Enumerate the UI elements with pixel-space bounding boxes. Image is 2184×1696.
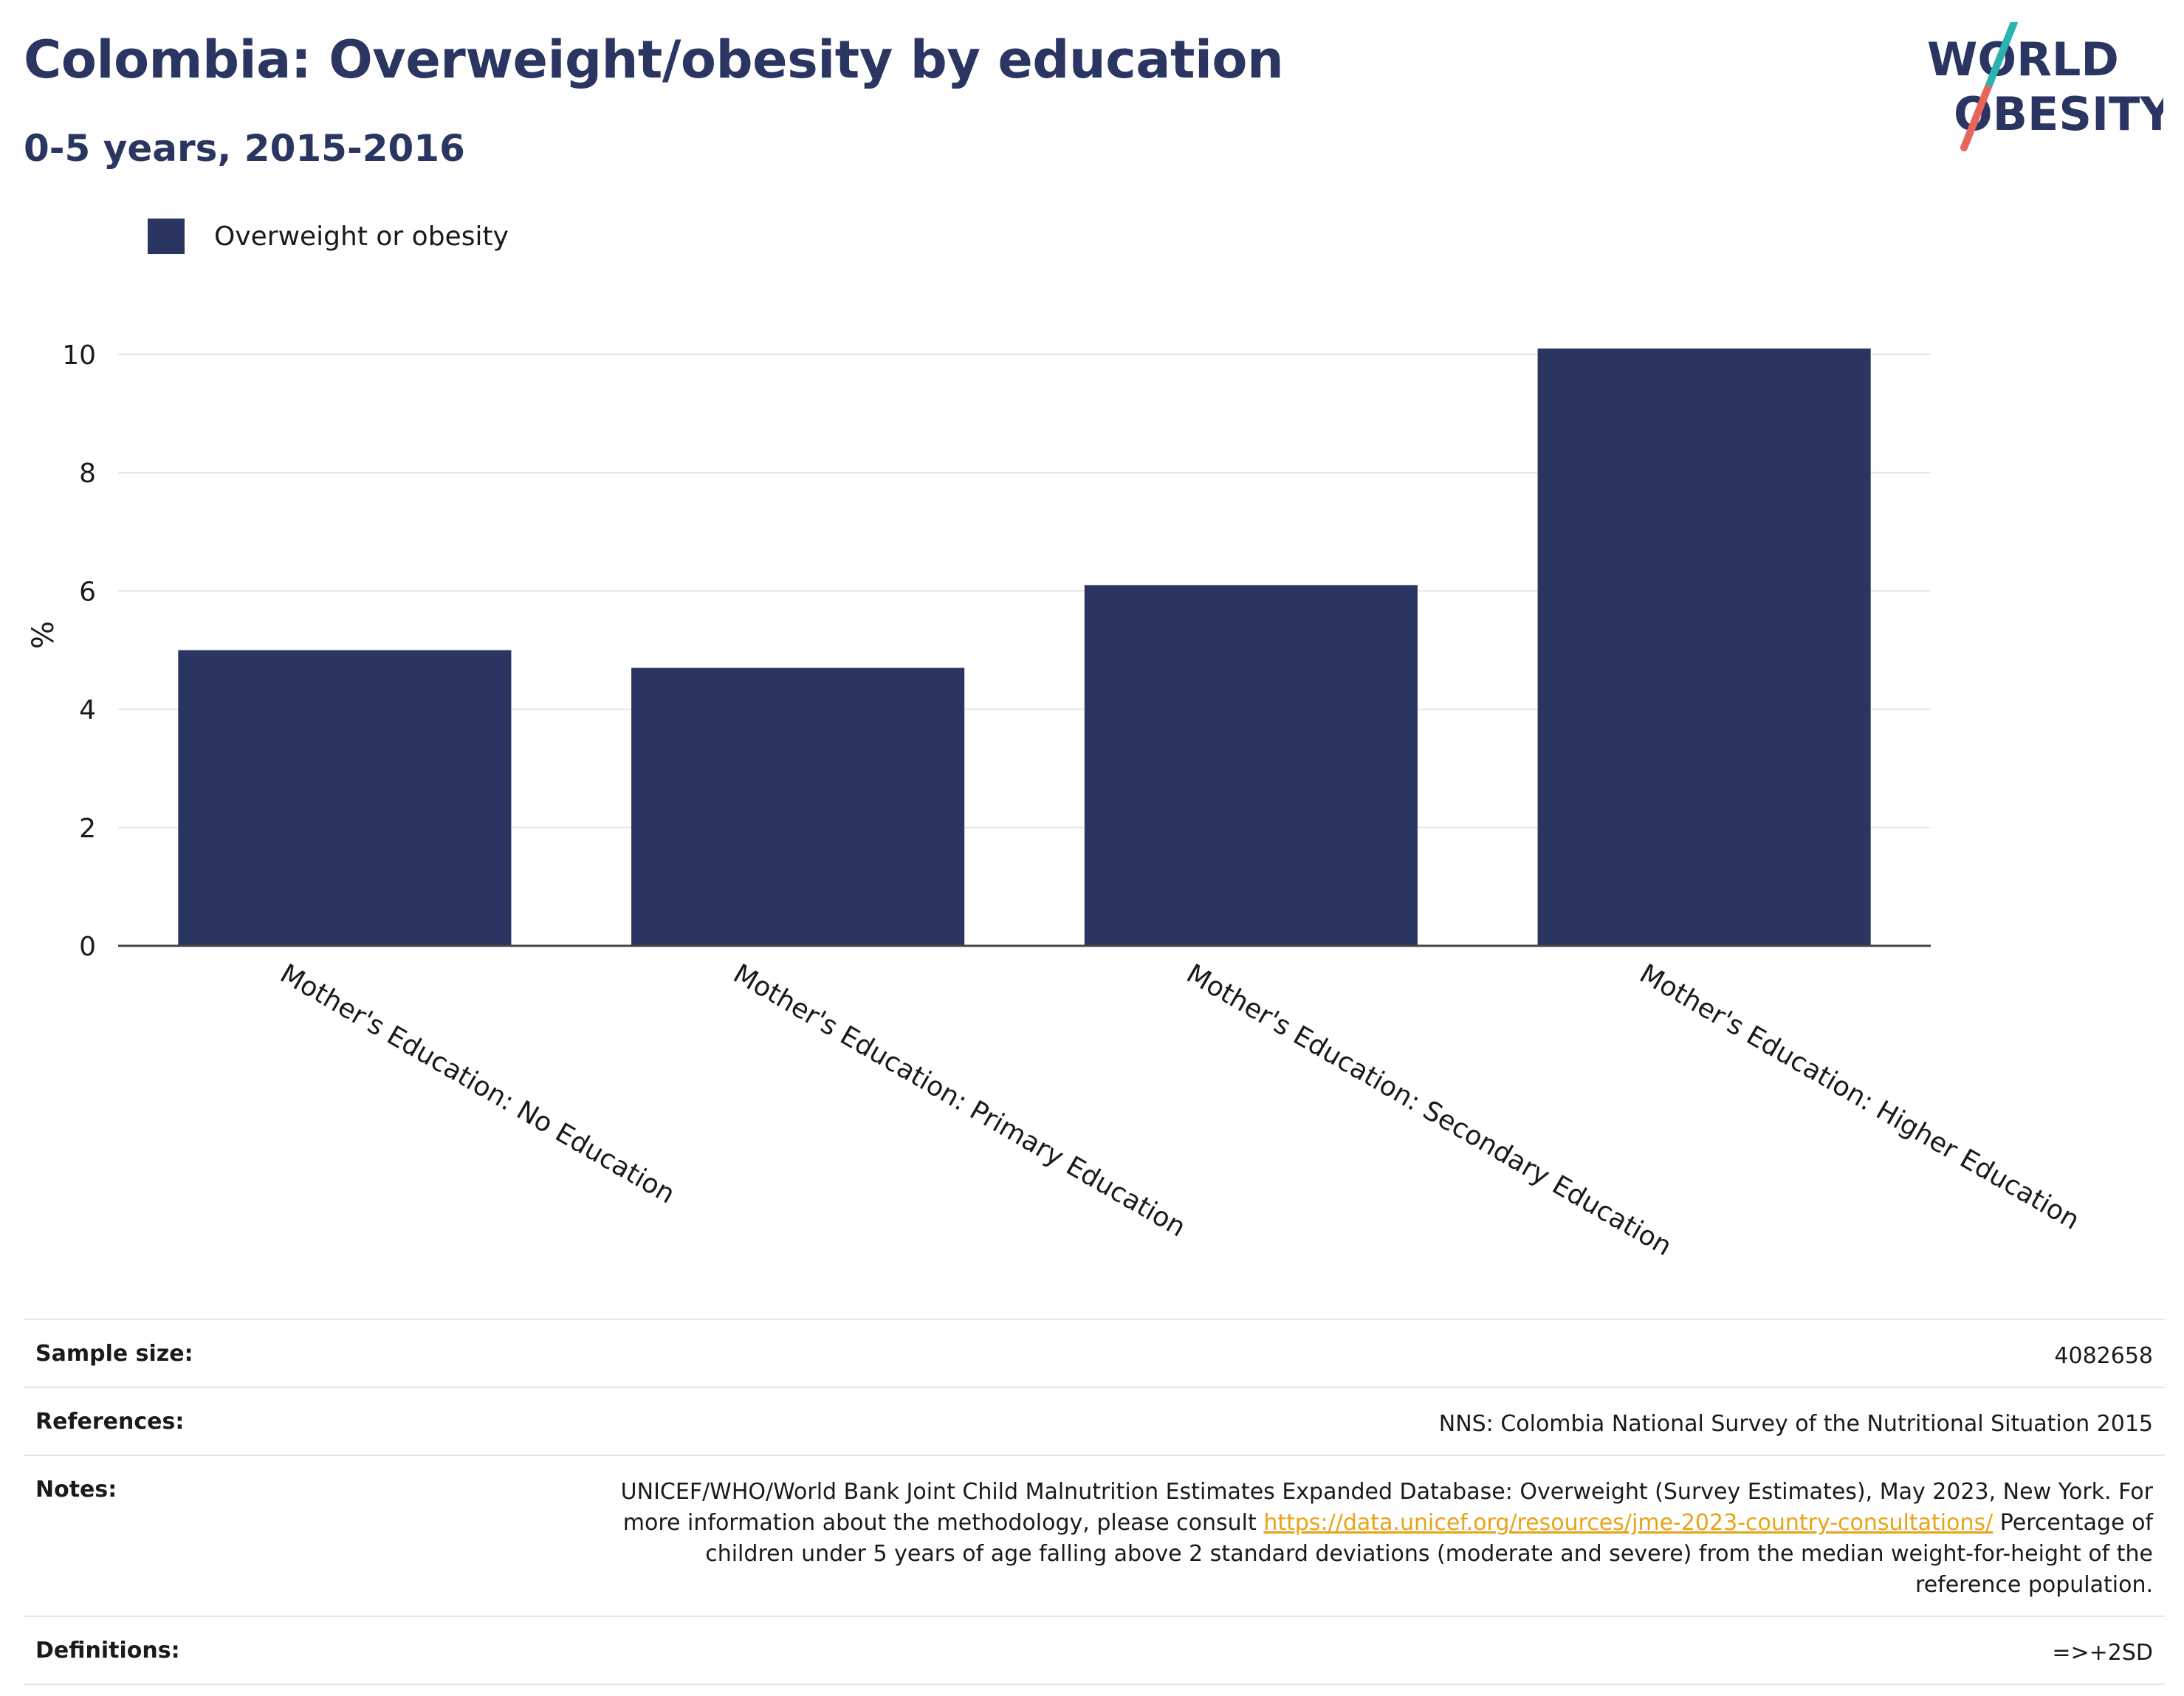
sample-size-row: Sample size: 4082658 — [24, 1319, 2165, 1387]
definitions-value: =>+2SD — [2052, 1640, 2153, 1666]
y-tick-label: 6 — [79, 577, 96, 607]
y-tick-label: 10 — [62, 340, 96, 371]
sample-size-label: Sample size: — [35, 1341, 193, 1367]
legend-label: Overweight or obesity — [214, 221, 509, 252]
bar — [178, 650, 512, 946]
chart-title: Colombia: Overweight/obesity by educatio… — [24, 30, 1284, 90]
info-table: Sample size: 4082658 References: NNS: Co… — [24, 1319, 2165, 1685]
legend-swatch — [148, 219, 185, 254]
bar — [631, 667, 965, 946]
logo-line2: OBESITY — [1954, 87, 2163, 141]
bar — [1084, 585, 1418, 946]
bar-chart: 0 2 4 6 8 10% Mother's Education: No Education… — [27, 340, 2085, 1262]
chart-subtitle: 0-5 years, 2015-2016 — [24, 127, 465, 170]
x-tick-label: Mother's Education: No Education — [275, 958, 679, 1209]
references-value: NNS: Colombia National Survey of the Nut… — [1438, 1411, 2153, 1437]
notes-row: Notes: UNICEF/WHO/World Bank Joint Child… — [24, 1455, 2165, 1616]
definitions-label: Definitions: — [35, 1638, 180, 1664]
notes-label: Notes: — [35, 1477, 117, 1503]
x-tick-label: Mother's Education: Primary Education — [728, 958, 1190, 1243]
bar — [1537, 349, 1871, 946]
definitions-row: Definitions: =>+2SD — [24, 1616, 2165, 1685]
sample-size-value: 4082658 — [2054, 1343, 2153, 1369]
x-tick-label: Mother's Education: Higher Education — [1635, 958, 2085, 1236]
logo-slash-top — [1984, 18, 2018, 92]
y-tick-label: 0 — [79, 932, 96, 962]
notes-text-1: UNICEF/WHO/World Bank Joint Child Malnut… — [620, 1479, 2153, 1536]
world-obesity-logo: WORLD OBESITY — [1927, 18, 2174, 155]
notes-value: UNICEF/WHO/World Bank Joint Child Malnut… — [602, 1477, 2153, 1601]
logo-line1: WORLD — [1927, 32, 2119, 86]
y-axis-title: % — [27, 621, 61, 649]
references-label: References: — [35, 1409, 185, 1435]
references-row: References: NNS: Colombia National Surve… — [24, 1387, 2165, 1455]
notes-link[interactable]: https://data.unicef.org/resources/jme-20… — [1263, 1510, 1994, 1536]
notes-text-2: Percentage of children under 5 years of … — [705, 1510, 2153, 1598]
logo-slash-bottom — [1960, 85, 1991, 151]
x-tick-label: Mother's Education: Secondary Education — [1181, 958, 1677, 1262]
legend[interactable]: Overweight or obesity — [148, 219, 509, 254]
y-tick-label: 2 — [79, 814, 96, 844]
y-tick-label: 8 — [79, 459, 96, 489]
y-tick-label: 4 — [79, 696, 96, 726]
